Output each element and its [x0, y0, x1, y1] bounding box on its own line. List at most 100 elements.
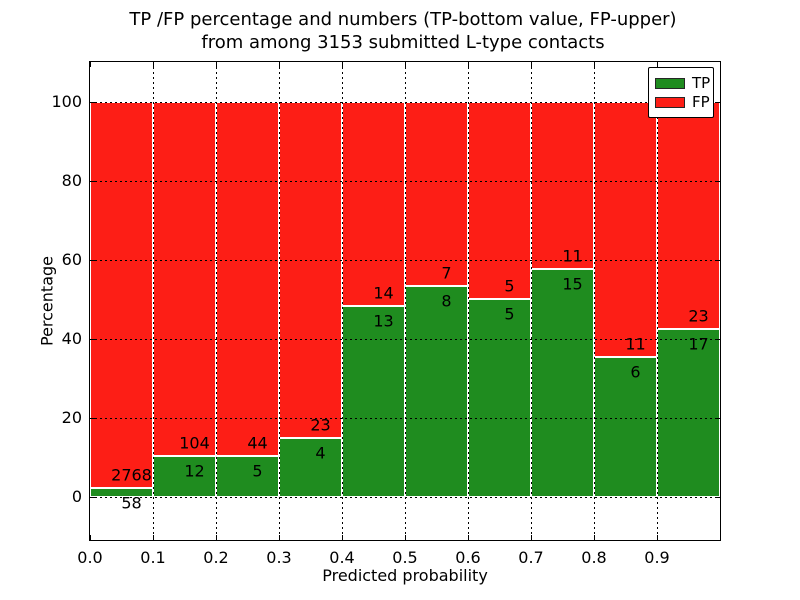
- y-tick-right: [715, 417, 720, 419]
- fp-count-label: 2768: [111, 465, 152, 485]
- fp-bar-segment: [90, 101, 153, 489]
- tp-count-label: 12: [184, 461, 205, 481]
- tp-count-label: 17: [688, 334, 709, 354]
- x-tick-bottom: [90, 535, 91, 540]
- tp-count-label: 5: [504, 304, 515, 324]
- grid-line-vertical: [279, 62, 280, 540]
- x-axis-label: Predicted probability: [322, 566, 488, 585]
- x-tick-top: [594, 62, 595, 67]
- tp-bar-segment: [216, 456, 279, 497]
- y-axis-tick-label: 80: [61, 170, 82, 190]
- tp-bar-segment: [468, 299, 531, 497]
- x-axis-tick-label: 0.4: [329, 548, 355, 567]
- grid-line-vertical: [216, 62, 217, 540]
- x-tick-bottom: [279, 535, 280, 540]
- x-tick-bottom: [468, 535, 469, 540]
- x-axis-tick-label: 0.8: [581, 548, 607, 567]
- x-axis-tick-label: 0.9: [644, 548, 670, 567]
- grid-line-vertical: [531, 62, 532, 540]
- legend-swatch-tp: [655, 78, 685, 89]
- fp-bar-segment: [153, 101, 216, 456]
- tp-bar-segment: [153, 455, 216, 497]
- fp-bar-segment: [216, 101, 279, 457]
- tp-bar-segment: [594, 357, 657, 497]
- x-tick-bottom: [342, 535, 343, 540]
- x-tick-top: [531, 62, 532, 67]
- y-tick-right: [715, 180, 720, 182]
- y-axis-tick-label: 60: [61, 249, 82, 269]
- x-axis-tick-label: 0.2: [203, 548, 229, 567]
- grid-line-vertical: [405, 62, 406, 540]
- legend: TP FP: [648, 67, 714, 118]
- y-axis-tick-label: 0: [71, 486, 82, 506]
- fp-bar-segment: [594, 101, 657, 358]
- x-tick-bottom: [657, 535, 658, 540]
- x-axis-tick-label: 0.1: [140, 548, 166, 567]
- fp-count-label: 11: [562, 246, 583, 266]
- legend-swatch-fp: [655, 97, 685, 108]
- y-axis-tick-label: 40: [61, 328, 82, 348]
- x-axis-tick-label: 0.3: [266, 548, 292, 567]
- y-tick-left: [90, 496, 95, 498]
- legend-entry-fp: FP: [655, 93, 710, 111]
- fp-count-label: 44: [247, 433, 268, 453]
- legend-entry-tp: TP: [655, 74, 711, 92]
- y-tick-left: [90, 101, 95, 103]
- tp-count-label: 4: [315, 443, 326, 463]
- x-axis-tick-label: 0.7: [518, 548, 544, 567]
- chart-title: TP /FP percentage and numbers (TP-bottom…: [0, 8, 800, 54]
- y-tick-left: [90, 417, 95, 419]
- fp-count-label: 23: [688, 306, 709, 326]
- fp-bar-segment: [468, 101, 531, 300]
- y-tick-right: [715, 101, 720, 103]
- chart-title-line2: from among 3153 submitted L-type contact…: [201, 32, 605, 53]
- fp-count-label: 11: [625, 334, 646, 354]
- grid-line-vertical: [468, 62, 469, 540]
- y-tick-right: [715, 496, 720, 498]
- y-tick-left: [90, 180, 95, 182]
- fp-count-label: 7: [441, 263, 452, 283]
- y-tick-right: [715, 338, 720, 340]
- fp-count-label: 14: [373, 283, 394, 303]
- x-tick-top: [90, 62, 91, 67]
- chart-title-line1: TP /FP percentage and numbers (TP-bottom…: [129, 9, 677, 30]
- x-tick-bottom: [216, 535, 217, 540]
- x-tick-bottom: [153, 535, 154, 540]
- fp-bar-segment: [342, 101, 405, 307]
- fp-bar-segment: [405, 101, 468, 286]
- fp-count-label: 23: [310, 415, 331, 435]
- y-tick-right: [715, 259, 720, 261]
- tp-count-label: 5: [252, 461, 263, 481]
- x-tick-top: [468, 62, 469, 67]
- grid-line-vertical: [342, 62, 343, 540]
- grid-line-vertical: [153, 62, 154, 540]
- x-tick-bottom: [720, 535, 721, 540]
- tp-count-label: 15: [562, 274, 583, 294]
- tp-bar-segment: [531, 268, 594, 497]
- tp-count-label: 58: [121, 493, 142, 513]
- tp-bar-segment: [90, 488, 153, 497]
- x-tick-top: [216, 62, 217, 67]
- legend-label-fp: FP: [692, 93, 710, 111]
- y-tick-left: [90, 338, 95, 340]
- x-tick-top: [720, 62, 721, 67]
- x-tick-top: [279, 62, 280, 67]
- y-axis-tick-label: 100: [51, 91, 82, 111]
- plot-area: TP FP 2768 58 104 12 44 5 23 4 14 13 7 8 5 5 11 15 11 6 23…: [51, 61, 721, 567]
- legend-label-tp: TP: [692, 74, 711, 92]
- tp-bar-segment: [279, 438, 342, 497]
- fp-bar-segment: [657, 101, 720, 329]
- x-axis-tick-label: 0.5: [392, 548, 418, 567]
- x-axis-tick-label: 0.0: [77, 548, 103, 567]
- fp-bar-segment: [279, 101, 342, 439]
- x-tick-top: [153, 62, 154, 67]
- x-tick-top: [342, 62, 343, 67]
- x-tick-top: [657, 62, 658, 67]
- x-axis-tick-label: 0.6: [455, 548, 481, 567]
- tp-count-label: 13: [373, 311, 394, 331]
- tp-bar-segment: [405, 285, 468, 497]
- tp-count-label: 6: [630, 362, 641, 382]
- fp-count-label: 104: [179, 433, 210, 453]
- grid-line-vertical: [657, 62, 658, 540]
- x-tick-bottom: [405, 535, 406, 540]
